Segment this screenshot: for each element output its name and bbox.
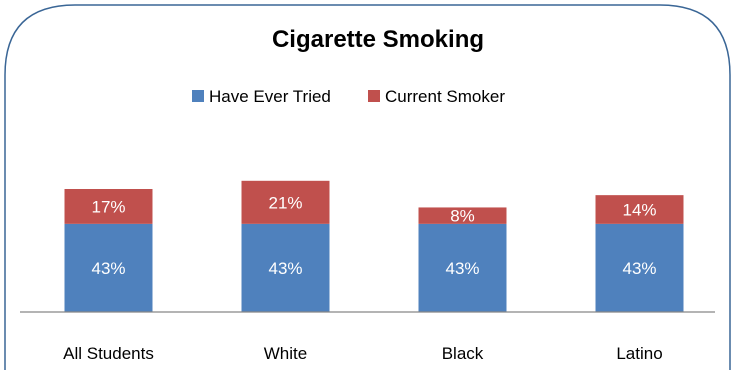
bar-2-1 [64,189,153,224]
bars: 43% 17% 43% 21% 43% 8% 43% 14% [64,180,684,312]
bar-2-2 [241,180,330,224]
legend-swatch-2 [368,90,380,102]
bar-1-2 [241,223,330,312]
category-labels: All Students White Black Latino [63,344,663,363]
bar-2-3 [418,207,507,224]
data-label-1-4: 43% [622,259,656,278]
data-label-2-2: 21% [268,193,302,212]
data-label-2-4: 14% [622,201,656,220]
data-label-1-3: 43% [445,259,479,278]
legend-label-2: Current Smoker [385,87,505,106]
legend: Have Ever Tried Current Smoker [192,87,505,106]
category-label-2: White [264,344,307,363]
bar-2-4 [595,195,684,224]
category-label-3: Black [442,344,484,363]
legend-swatch-1 [192,90,204,102]
category-label-1: All Students [63,344,154,363]
data-label-1-2: 43% [268,259,302,278]
bar-1-1 [64,223,153,312]
data-label-1-1: 43% [91,259,125,278]
chart-frame [4,4,731,370]
data-label-2-1: 17% [91,197,125,216]
data-label-2-3: 8% [450,207,475,226]
legend-label-1: Have Ever Tried [209,87,331,106]
chart-title: Cigarette Smoking [272,26,484,53]
category-label-4: Latino [616,344,662,363]
bar-1-4 [595,223,684,312]
bar-1-3 [418,223,507,312]
